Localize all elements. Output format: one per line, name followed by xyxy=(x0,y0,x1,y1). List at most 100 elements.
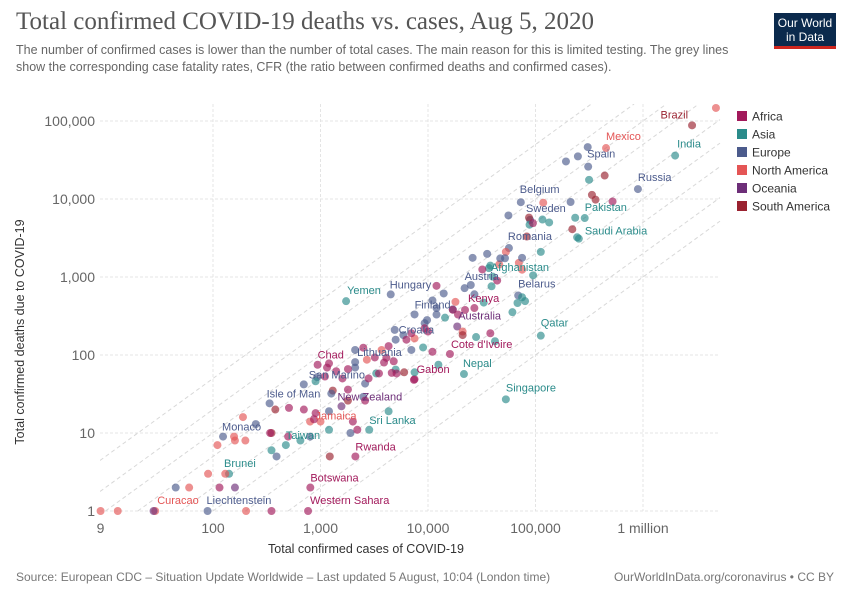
data-point[interactable] xyxy=(407,345,416,354)
data-point[interactable] xyxy=(711,103,720,112)
data-point[interactable] xyxy=(242,507,251,515)
data-point[interactable] xyxy=(453,310,462,319)
data-point[interactable] xyxy=(518,253,527,262)
data-point[interactable] xyxy=(203,507,212,515)
data-point[interactable] xyxy=(392,369,401,378)
data-point[interactable] xyxy=(585,175,594,184)
data-point[interactable] xyxy=(325,407,334,416)
data-point[interactable] xyxy=(516,198,525,207)
legend-item[interactable]: Africa xyxy=(752,110,783,124)
data-point[interactable] xyxy=(486,329,495,338)
data-point[interactable] xyxy=(528,219,537,228)
legend-item[interactable]: Europe xyxy=(752,146,791,160)
data-point[interactable] xyxy=(342,297,351,306)
data-point[interactable] xyxy=(688,121,697,130)
data-point[interactable] xyxy=(204,469,213,478)
data-point[interactable] xyxy=(219,432,228,441)
owid-logo[interactable]: Our World in Data xyxy=(774,13,836,49)
data-point[interactable] xyxy=(478,265,487,274)
data-point[interactable] xyxy=(215,483,224,492)
data-point[interactable] xyxy=(281,441,290,450)
data-point[interactable] xyxy=(171,483,180,492)
data-point[interactable] xyxy=(267,507,276,515)
data-point[interactable] xyxy=(432,304,441,313)
data-point[interactable] xyxy=(309,415,318,424)
data-point[interactable] xyxy=(325,452,334,461)
data-point[interactable] xyxy=(359,343,368,352)
data-point[interactable] xyxy=(386,290,395,299)
data-point[interactable] xyxy=(536,247,545,256)
data-point[interactable] xyxy=(265,399,274,408)
data-point[interactable] xyxy=(351,452,360,461)
data-point[interactable] xyxy=(671,151,680,160)
data-point[interactable] xyxy=(539,198,548,207)
data-point[interactable] xyxy=(113,507,122,515)
data-point[interactable] xyxy=(382,353,391,362)
data-point[interactable] xyxy=(490,337,499,346)
data-point[interactable] xyxy=(583,143,592,152)
data-point[interactable] xyxy=(432,281,441,290)
data-point[interactable] xyxy=(521,297,530,306)
data-point[interactable] xyxy=(238,413,247,422)
data-point[interactable] xyxy=(384,342,393,351)
data-point[interactable] xyxy=(313,360,322,369)
data-point[interactable] xyxy=(536,331,545,340)
data-point[interactable] xyxy=(327,389,336,398)
data-point[interactable] xyxy=(545,218,554,227)
data-point[interactable] xyxy=(428,347,437,356)
data-point[interactable] xyxy=(362,355,371,364)
data-point[interactable] xyxy=(566,198,575,207)
data-point[interactable] xyxy=(573,152,582,161)
data-point[interactable] xyxy=(353,425,362,434)
data-point[interactable] xyxy=(508,308,517,317)
data-point[interactable] xyxy=(320,372,329,381)
data-point[interactable] xyxy=(346,429,355,437)
data-point[interactable] xyxy=(518,265,527,274)
data-point[interactable] xyxy=(402,335,411,344)
data-point[interactable] xyxy=(453,322,462,331)
data-point[interactable] xyxy=(571,213,580,222)
data-point[interactable] xyxy=(493,276,502,285)
data-point[interactable] xyxy=(338,374,347,383)
data-point[interactable] xyxy=(284,432,293,441)
data-point[interactable] xyxy=(299,405,308,414)
data-point[interactable] xyxy=(351,363,360,372)
data-point[interactable] xyxy=(486,261,495,270)
data-point[interactable] xyxy=(296,436,305,445)
data-point[interactable] xyxy=(441,313,450,322)
data-point[interactable] xyxy=(267,446,276,455)
data-point[interactable] xyxy=(448,305,457,314)
data-point[interactable] xyxy=(445,349,454,358)
data-point[interactable] xyxy=(230,432,239,441)
data-point[interactable] xyxy=(410,368,419,377)
data-point[interactable] xyxy=(407,329,416,338)
data-point[interactable] xyxy=(304,507,313,515)
data-point[interactable] xyxy=(460,284,469,293)
data-point[interactable] xyxy=(434,360,443,369)
data-point[interactable] xyxy=(311,409,320,418)
data-point[interactable] xyxy=(451,297,460,306)
data-point[interactable] xyxy=(364,374,373,383)
data-point[interactable] xyxy=(230,483,239,492)
data-point[interactable] xyxy=(343,365,352,374)
data-point[interactable] xyxy=(284,403,293,412)
data-point[interactable] xyxy=(483,249,492,258)
data-point[interactable] xyxy=(390,325,399,334)
data-point[interactable] xyxy=(458,331,467,340)
data-point[interactable] xyxy=(266,429,275,437)
data-point[interactable] xyxy=(221,469,230,478)
data-point[interactable] xyxy=(251,420,260,429)
data-point[interactable] xyxy=(419,343,428,352)
data-point[interactable] xyxy=(568,225,577,234)
legend-item[interactable]: Oceania xyxy=(752,182,797,196)
data-point[interactable] xyxy=(432,310,441,319)
data-point[interactable] xyxy=(306,483,315,492)
data-point[interactable] xyxy=(522,232,531,241)
data-point[interactable] xyxy=(241,436,250,445)
data-point[interactable] xyxy=(468,253,477,262)
data-point[interactable] xyxy=(459,370,468,379)
data-point[interactable] xyxy=(501,247,510,256)
data-point[interactable] xyxy=(316,417,325,426)
data-point[interactable] xyxy=(561,157,570,166)
data-point[interactable] xyxy=(325,359,334,368)
